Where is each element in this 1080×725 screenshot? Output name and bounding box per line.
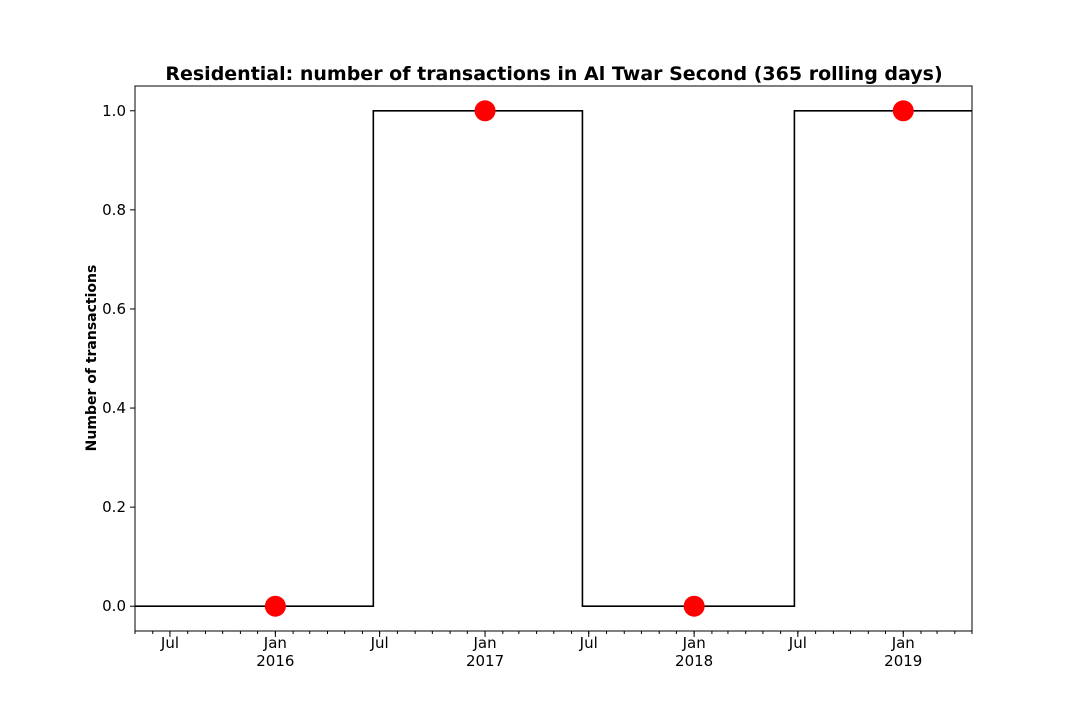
data-point-marker [683,595,705,617]
y-tick-label: 0.0 [102,597,126,615]
y-tick-label: 0.2 [102,498,126,516]
x-tick-year-label: 2018 [675,652,713,670]
x-tick-label: Jul [370,634,389,652]
plot-frame [134,85,973,632]
x-tick-label: Jul [160,634,179,652]
y-tick-label: 1.0 [102,102,126,120]
data-point-marker [264,595,286,617]
series-layer [135,109,972,608]
x-tick-year-label: 2016 [256,652,294,670]
x-tick-label: Jan [682,634,706,652]
x-tick-label: Jan [891,634,915,652]
data-point-marker [474,100,496,122]
data-point-marker [892,100,914,122]
x-tick-year-label: 2019 [884,652,922,670]
x-tick-label: Jul [788,634,807,652]
markers-layer [264,100,914,617]
series-line [135,109,972,608]
x-tick-label: Jul [579,634,598,652]
y-tick-label: 0.8 [102,201,126,219]
y-tick-label: 0.4 [102,399,126,417]
x-tick-label: Jan [263,634,287,652]
chart-title: Residential: number of transactions in A… [165,63,942,85]
x-tick-label: Jan [472,634,496,652]
x-tick-year-label: 2017 [466,652,504,670]
y-tick-label: 0.6 [102,300,126,318]
y-axis-label: Number of transactions [84,265,100,452]
